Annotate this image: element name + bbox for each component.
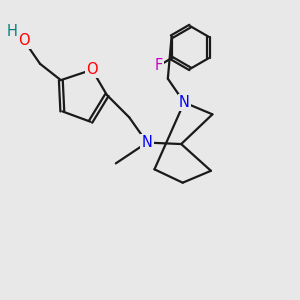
Text: O: O [86, 62, 98, 77]
Text: N: N [142, 135, 152, 150]
Text: O: O [18, 32, 29, 47]
Text: F: F [155, 58, 163, 73]
Text: H: H [7, 24, 18, 39]
Text: N: N [179, 95, 190, 110]
